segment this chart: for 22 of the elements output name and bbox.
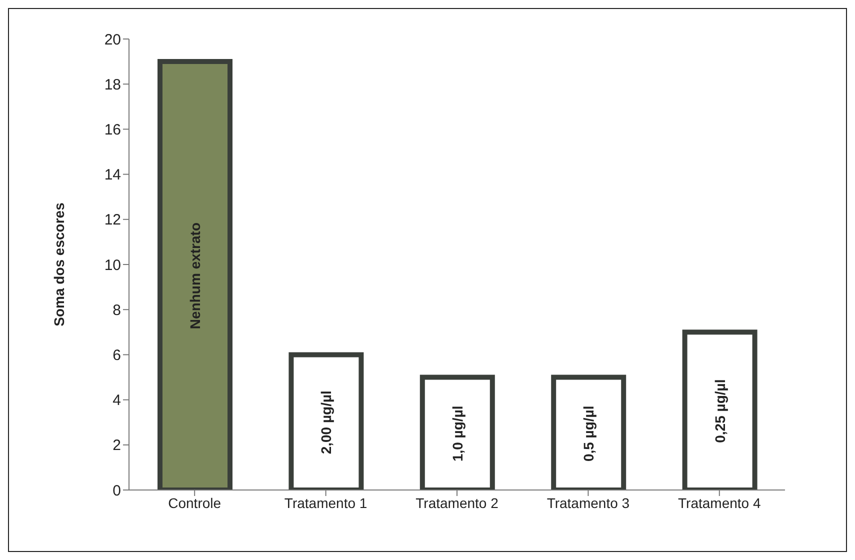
annotation: 1,0 µg/µl (449, 406, 466, 462)
y-tick-label: 10 (104, 256, 121, 274)
x-tick-label: Tratamento 4 (678, 494, 761, 511)
y-tick-label: 14 (104, 166, 121, 184)
y-tick-label: 6 (112, 347, 121, 364)
annotation: Nenhum extrato (187, 222, 203, 330)
x-tick-label: Controle (168, 494, 222, 511)
annotation: 0,25 µg/µl (712, 379, 728, 443)
y-tick-label: 12 (104, 212, 121, 229)
y-tick-label: 4 (112, 392, 121, 410)
x-tick-label: Tratamento 2 (416, 494, 499, 511)
y-tick-label: 16 (104, 122, 121, 139)
x-tick-label: Tratamento 3 (546, 494, 630, 511)
y-tick-label: 20 (104, 31, 121, 48)
annotation: 2,00 µg/µl (318, 390, 334, 454)
y-tick-label: 2 (112, 437, 121, 454)
y-tick-label: 18 (104, 76, 121, 94)
y-tick-label: 8 (112, 302, 121, 319)
y-tick-label: 0 (112, 482, 121, 500)
x-tick-label: Tratamento 1 (284, 494, 368, 511)
annotation: 0,5 µg/µl (580, 406, 597, 462)
y-axis-title: Soma dos escores (50, 202, 67, 326)
